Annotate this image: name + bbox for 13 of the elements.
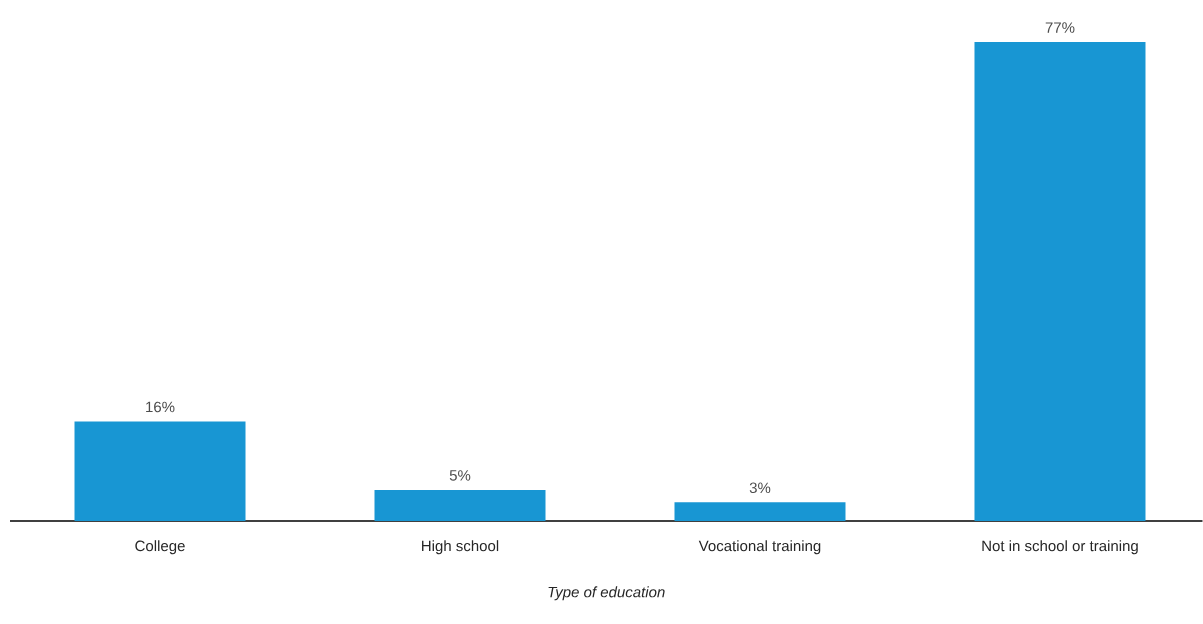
bar <box>374 489 546 521</box>
data-label: 77% <box>1045 22 1075 33</box>
bar <box>674 502 846 521</box>
data-label: 16% <box>146 401 175 413</box>
bar <box>974 41 1146 521</box>
data-label: 5% <box>449 470 471 481</box>
bar <box>74 421 246 521</box>
x-tick-label: Not in school or training <box>982 540 1138 555</box>
x-tick-label: High school <box>422 540 499 555</box>
data-label: 3% <box>749 482 771 494</box>
x-tick-label: Vocational training <box>698 540 821 555</box>
x-tick-label: College <box>135 540 185 555</box>
x-axis-title: Type of education <box>548 586 665 601</box>
